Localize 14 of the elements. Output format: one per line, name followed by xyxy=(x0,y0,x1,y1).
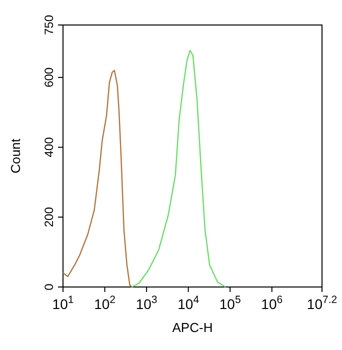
x-tick-label: 10$^{7.2}$ xyxy=(306,294,338,312)
x-tick-label: 10$^{4}$ xyxy=(178,294,200,312)
x-tick-label: 10$^{2}$ xyxy=(94,294,116,312)
x-tick-label: 10$^{1}$ xyxy=(52,294,74,312)
y-axis-title: Count xyxy=(8,138,23,174)
x-tick-label: 10$^{5}$ xyxy=(219,294,241,312)
y-tick-label: 0 xyxy=(42,283,56,290)
x-tick-label: 10$^{6}$ xyxy=(261,294,283,312)
x-tick-label: 10$^{3}$ xyxy=(136,294,158,312)
y-tick-label: 400 xyxy=(42,136,56,158)
y-tick-label: 600 xyxy=(42,67,56,88)
x-axis-title: APC-H xyxy=(172,320,213,335)
y-tick-label: 200 xyxy=(42,206,56,228)
y-tick-label: 750 xyxy=(42,14,56,36)
